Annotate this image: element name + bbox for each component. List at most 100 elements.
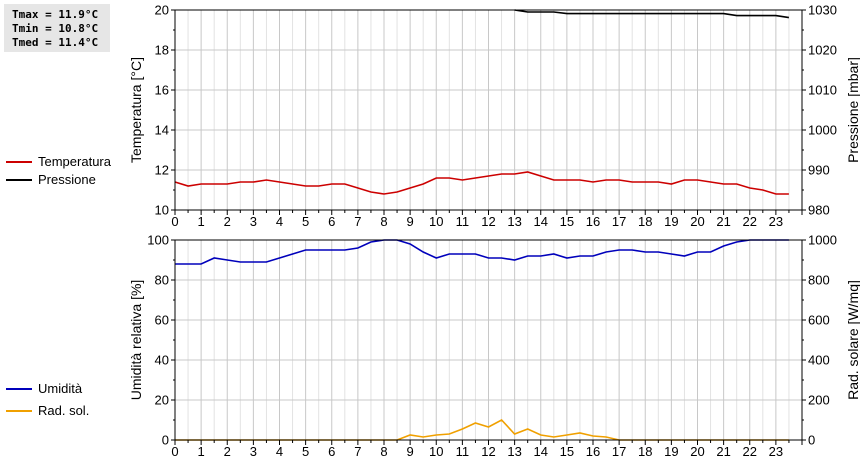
x-tick-label: 13 xyxy=(507,444,521,459)
x-tick-label: 4 xyxy=(276,214,283,229)
stat-tmed: Tmed = 11.4°C xyxy=(12,36,99,49)
legend-top: Temperatura Pressione xyxy=(6,153,111,189)
x-tick-label: 4 xyxy=(276,444,283,459)
x-tick-label: 6 xyxy=(328,214,335,229)
x-tick-label: 14 xyxy=(534,214,548,229)
stats-box: Tmax = 11.9°C Tmin = 10.8°C Tmed = 11.4°… xyxy=(4,4,110,52)
legend-item-temperatura: Temperatura xyxy=(6,153,111,171)
series-line-pressione xyxy=(514,9,790,19)
legend-item-umidita: Umidità xyxy=(6,380,89,398)
y-axis-title-right: Rad. solare [W/mq] xyxy=(845,280,860,400)
x-tick-label: 22 xyxy=(743,444,757,459)
x-tick-label: 5 xyxy=(302,444,309,459)
y-tick-label-right: 1000 xyxy=(808,233,837,248)
x-tick-label: 11 xyxy=(456,214,470,229)
x-tick-label: 8 xyxy=(380,214,387,229)
y-tick-label-left: 16 xyxy=(155,83,169,98)
x-tick-label: 20 xyxy=(690,214,704,229)
y-tick-label-right: 980 xyxy=(808,203,830,218)
x-tick-label: 7 xyxy=(354,214,361,229)
x-tick-label: 17 xyxy=(612,444,626,459)
legend-swatch-temperatura xyxy=(6,161,32,163)
x-tick-label: 16 xyxy=(586,444,600,459)
y-tick-label-right: 200 xyxy=(808,393,830,408)
x-tick-label: 15 xyxy=(560,214,574,229)
y-axis-title-left: Temperatura [°C] xyxy=(128,57,144,163)
y-axis-title-left: Umidità relativa [%] xyxy=(128,280,144,401)
y-tick-label-left: 0 xyxy=(162,433,169,448)
y-tick-label-left: 10 xyxy=(155,203,169,218)
x-tick-label: 2 xyxy=(224,444,231,459)
x-tick-label: 9 xyxy=(407,214,414,229)
chart-panel-0 xyxy=(171,9,806,215)
stat-tmin: Tmin = 10.8°C xyxy=(12,22,99,35)
x-tick-label: 3 xyxy=(250,214,257,229)
legend-bottom-items: Umidità Rad. sol. xyxy=(6,380,89,420)
x-tick-label: 0 xyxy=(171,214,178,229)
x-tick-label: 10 xyxy=(429,214,443,229)
legend-label-temperatura: Temperatura xyxy=(38,154,111,169)
y-tick-label-left: 14 xyxy=(155,123,169,138)
x-tick-label: 1 xyxy=(198,214,205,229)
x-tick-label: 18 xyxy=(638,444,652,459)
x-tick-label: 7 xyxy=(354,444,361,459)
y-tick-label-left: 12 xyxy=(155,163,169,178)
legend-swatch-pressione xyxy=(6,179,32,181)
series-line-rad-sol- xyxy=(175,419,789,441)
x-tick-label: 23 xyxy=(769,214,783,229)
x-tick-label: 12 xyxy=(481,444,495,459)
x-tick-label: 20 xyxy=(690,444,704,459)
y-tick-label-left: 60 xyxy=(155,313,169,328)
y-axis-title-right: Pressione [mbar] xyxy=(845,57,860,163)
y-tick-label-right: 800 xyxy=(808,273,830,288)
x-tick-label: 5 xyxy=(302,214,309,229)
x-tick-label: 18 xyxy=(638,214,652,229)
chart-panel-1 xyxy=(171,239,806,445)
y-tick-label-left: 20 xyxy=(155,393,169,408)
x-tick-label: 12 xyxy=(481,214,495,229)
x-tick-label: 15 xyxy=(560,444,574,459)
x-tick-label: 23 xyxy=(769,444,783,459)
x-tick-label: 19 xyxy=(664,444,678,459)
x-tick-label: 13 xyxy=(507,214,521,229)
y-tick-label-right: 400 xyxy=(808,353,830,368)
y-tick-label-left: 20 xyxy=(155,3,169,18)
x-tick-label: 19 xyxy=(664,214,678,229)
y-tick-label-right: 1030 xyxy=(808,3,837,18)
legend-item-pressione: Pressione xyxy=(6,171,111,189)
y-tick-label-right: 1020 xyxy=(808,43,837,58)
legend-swatch-umidita xyxy=(6,388,32,390)
y-tick-label-right: 1000 xyxy=(808,123,837,138)
y-tick-label-right: 600 xyxy=(808,313,830,328)
x-tick-label: 14 xyxy=(534,444,548,459)
y-tick-label-left: 100 xyxy=(147,233,169,248)
x-tick-label: 16 xyxy=(586,214,600,229)
stat-tmax: Tmax = 11.9°C xyxy=(12,8,99,21)
x-tick-label: 0 xyxy=(171,444,178,459)
series-line-umidit- xyxy=(175,239,789,265)
x-tick-label: 10 xyxy=(429,444,443,459)
x-tick-label: 17 xyxy=(612,214,626,229)
x-tick-label: 11 xyxy=(456,444,470,459)
y-tick-label-left: 18 xyxy=(155,43,169,58)
y-tick-label-left: 80 xyxy=(155,273,169,288)
legend-label-pressione: Pressione xyxy=(38,172,96,187)
legend-swatch-radsol xyxy=(6,410,32,412)
x-tick-label: 1 xyxy=(198,444,205,459)
x-tick-label: 22 xyxy=(743,214,757,229)
y-tick-label-right: 990 xyxy=(808,163,830,178)
x-tick-label: 2 xyxy=(224,214,231,229)
y-tick-label-right: 1010 xyxy=(808,83,837,98)
y-tick-label-right: 0 xyxy=(808,433,815,448)
x-tick-label: 21 xyxy=(716,214,730,229)
y-tick-label-left: 40 xyxy=(155,353,169,368)
legend-item-radsol: Rad. sol. xyxy=(6,402,89,420)
x-tick-label: 8 xyxy=(380,444,387,459)
x-tick-label: 21 xyxy=(716,444,730,459)
legend-label-radsol: Rad. sol. xyxy=(38,403,90,418)
legend-label-umidita: Umidità xyxy=(38,381,83,396)
series-line-temperatura xyxy=(174,171,789,195)
x-tick-label: 6 xyxy=(328,444,335,459)
x-tick-label: 9 xyxy=(407,444,414,459)
